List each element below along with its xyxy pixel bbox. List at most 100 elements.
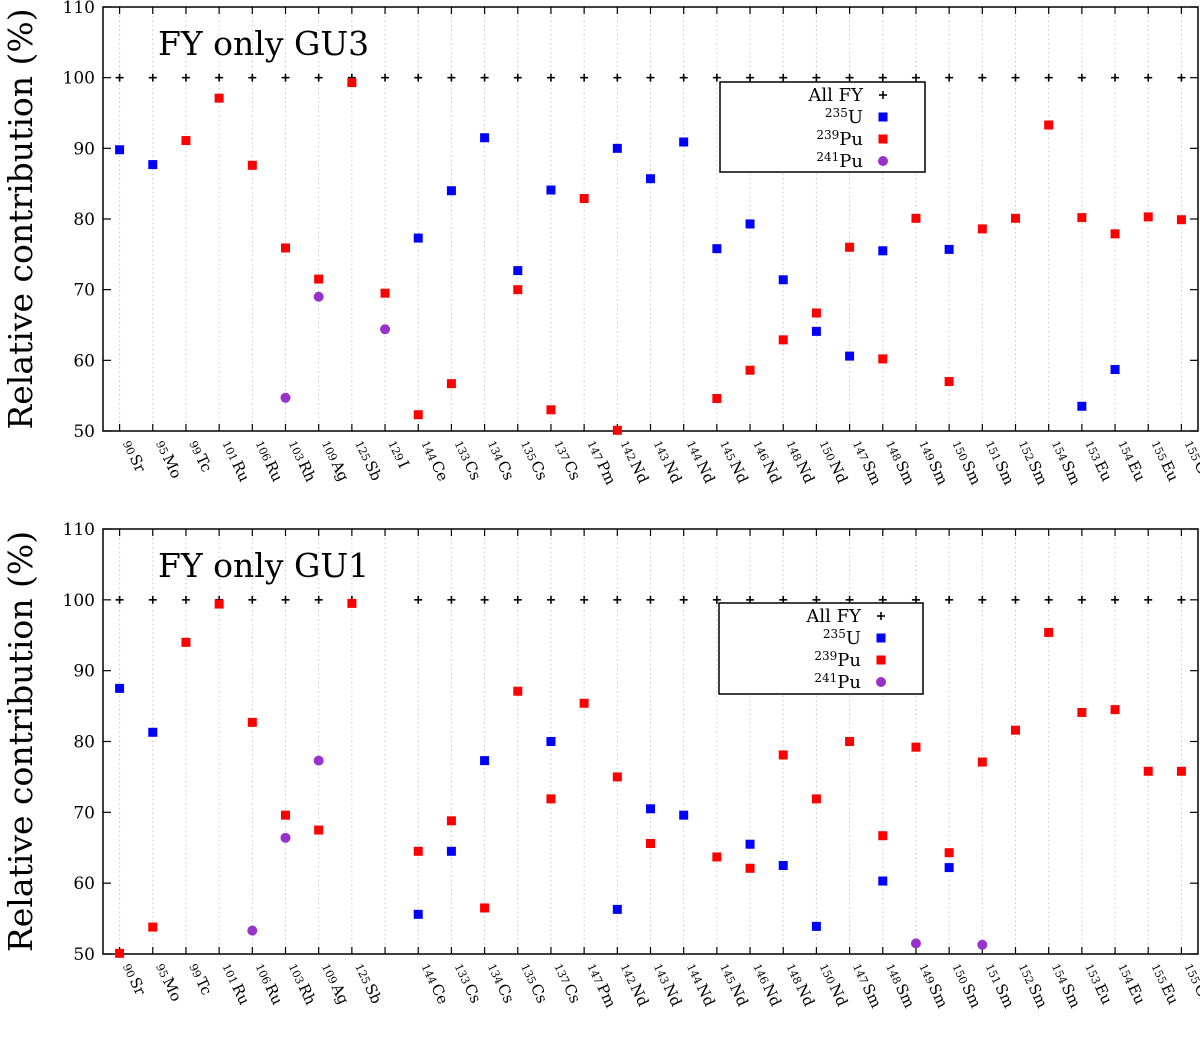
x-tick-label: 154Eu bbox=[1114, 437, 1149, 484]
legend-marker bbox=[876, 655, 886, 665]
x-tick-label: 148Sm bbox=[882, 437, 918, 488]
data-point-241pu bbox=[977, 939, 988, 950]
data-point-all-fy bbox=[945, 595, 954, 604]
data-point-239pu bbox=[347, 78, 357, 88]
x-tick-label: 95Mo bbox=[152, 437, 185, 481]
data-point-239pu bbox=[579, 698, 589, 708]
data-point-all-fy bbox=[181, 73, 190, 82]
x-tick-label: 150Sm bbox=[949, 960, 985, 1011]
data-point-239pu bbox=[380, 288, 390, 298]
data-point-239pu bbox=[745, 365, 755, 375]
data-point-all-fy bbox=[1177, 73, 1186, 82]
y-tick-label: 60 bbox=[73, 874, 95, 894]
x-tick-label: 150Sm bbox=[949, 437, 985, 488]
y-axis-label: Relative contribution (%) bbox=[1, 531, 40, 952]
data-point-239pu bbox=[314, 274, 324, 284]
data-point-239pu bbox=[977, 224, 987, 234]
x-tick-label: 133Cs bbox=[451, 437, 485, 483]
data-point-239pu bbox=[314, 825, 324, 835]
data-point-235u bbox=[1110, 365, 1120, 375]
data-point-all-fy bbox=[746, 73, 755, 82]
x-tick-label: 149Sm bbox=[915, 437, 951, 488]
data-point-239pu bbox=[811, 794, 821, 804]
legend-marker bbox=[878, 134, 888, 144]
data-point-235u bbox=[944, 244, 954, 254]
y-axis-label: Relative contribution (%) bbox=[1, 8, 40, 429]
data-point-235u bbox=[679, 810, 689, 820]
data-point-all-fy bbox=[1111, 595, 1120, 604]
data-point-239pu bbox=[712, 393, 722, 403]
x-tick-label: 137Cs bbox=[550, 437, 584, 483]
x-tick-label: 142Nd bbox=[617, 437, 653, 486]
data-point-all-fy bbox=[148, 73, 157, 82]
data-point-239pu bbox=[281, 243, 290, 253]
data-point-235u bbox=[712, 244, 722, 254]
x-tick-label: 154Sm bbox=[1048, 960, 1084, 1011]
x-tick-label: 148Nd bbox=[783, 960, 819, 1009]
data-point-239pu bbox=[1143, 766, 1153, 776]
data-point-all-fy bbox=[779, 73, 788, 82]
data-point-all-fy bbox=[314, 595, 323, 604]
data-point-235u bbox=[413, 909, 423, 919]
data-point-235u bbox=[115, 145, 125, 155]
x-tick-label: 144Ce bbox=[418, 437, 453, 484]
y-tick-label: 80 bbox=[73, 733, 95, 753]
x-tick-label: 106Ru bbox=[252, 960, 287, 1008]
x-tick-label: 145Nd bbox=[716, 437, 752, 486]
data-point-239pu bbox=[513, 686, 523, 696]
x-tick-label: 150Nd bbox=[816, 960, 852, 1009]
data-point-239pu bbox=[778, 335, 788, 345]
x-tick-label: 155Eu bbox=[1148, 960, 1183, 1007]
data-point-241pu bbox=[247, 925, 258, 936]
legend-marker bbox=[878, 156, 888, 166]
data-point-239pu bbox=[1176, 215, 1186, 225]
data-point-239pu bbox=[944, 848, 954, 858]
data-point-all-fy bbox=[447, 73, 456, 82]
x-tick-label: 147Sm bbox=[849, 437, 885, 488]
data-point-235u bbox=[446, 846, 456, 856]
data-point-235u bbox=[944, 863, 954, 873]
x-tick-label: 137Cs bbox=[550, 960, 584, 1006]
x-tick-label: 154Sm bbox=[1048, 437, 1084, 488]
data-point-235u bbox=[679, 137, 689, 147]
data-point-239pu bbox=[745, 863, 755, 873]
data-point-all-fy bbox=[613, 595, 622, 604]
data-point-all-fy bbox=[148, 595, 157, 604]
x-tick-label: 125Sb bbox=[351, 960, 385, 1006]
x-tick-label: 150Nd bbox=[816, 437, 852, 486]
data-point-all-fy bbox=[1044, 73, 1053, 82]
data-point-239pu bbox=[1044, 120, 1054, 130]
x-tick-label: 101Ru bbox=[219, 437, 254, 485]
y-tick-label: 50 bbox=[73, 422, 95, 442]
y-tick-label: 110 bbox=[63, 0, 95, 18]
y-tick-label: 50 bbox=[73, 945, 95, 965]
data-point-235u bbox=[546, 185, 556, 195]
data-point-235u bbox=[480, 133, 490, 143]
data-point-235u bbox=[778, 860, 788, 870]
data-point-all-fy bbox=[546, 73, 555, 82]
x-tick-label: 153Eu bbox=[1081, 437, 1116, 484]
x-tick-label: 135Cs bbox=[517, 960, 551, 1006]
data-point-239pu bbox=[446, 816, 456, 826]
y-tick-label: 90 bbox=[73, 139, 95, 159]
data-point-235u bbox=[413, 233, 423, 243]
x-tick-label: 143Nd bbox=[650, 437, 686, 486]
data-point-all-fy bbox=[546, 595, 555, 604]
data-point-235u bbox=[148, 160, 158, 170]
data-point-239pu bbox=[480, 903, 490, 913]
y-tick-label: 70 bbox=[73, 281, 95, 301]
data-point-239pu bbox=[214, 599, 224, 609]
data-point-all-fy bbox=[480, 595, 489, 604]
data-point-239pu bbox=[1176, 766, 1186, 776]
data-point-all-fy bbox=[281, 73, 290, 82]
data-point-all-fy bbox=[646, 595, 655, 604]
data-point-235u bbox=[878, 246, 888, 256]
data-point-all-fy bbox=[712, 73, 721, 82]
legend-label: 241Pu bbox=[814, 671, 861, 693]
data-point-239pu bbox=[546, 794, 556, 804]
x-tick-label: 109Ag bbox=[318, 437, 353, 484]
data-point-all-fy bbox=[1044, 595, 1053, 604]
data-point-all-fy bbox=[911, 73, 920, 82]
